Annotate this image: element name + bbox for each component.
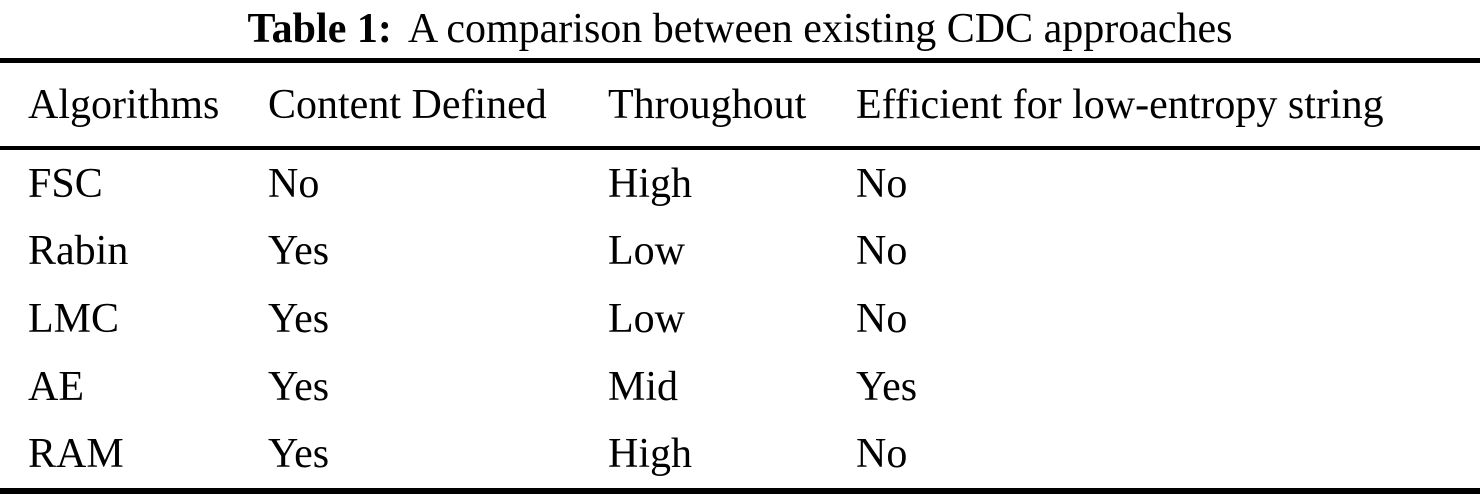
table-caption-text: A comparison between existing CDC approa… [407, 6, 1233, 52]
cell-throughout: Low [608, 228, 685, 275]
table-top-rule [0, 58, 1480, 63]
cell-algorithm: Rabin [28, 228, 129, 275]
column-header-content-defined: Content Defined [268, 81, 547, 128]
cell-algorithm: LMC [28, 295, 120, 342]
column-header-algorithms: Algorithms [28, 81, 220, 128]
cell-algorithm: RAM [28, 431, 124, 478]
cell-content-defined: Yes [268, 228, 330, 275]
cell-efficient-low-entropy: No [856, 295, 908, 342]
cell-content-defined: Yes [268, 431, 330, 478]
cell-efficient-low-entropy: No [856, 431, 908, 478]
cell-throughout: High [608, 431, 692, 478]
cell-throughout: High [608, 160, 692, 207]
table-caption: Table 1: A comparison between existing C… [0, 0, 1480, 58]
table-mid-rule [0, 146, 1480, 150]
cell-throughout: Mid [608, 363, 679, 410]
table-bottom-rule [0, 487, 1480, 494]
cell-efficient-low-entropy: No [856, 160, 908, 207]
cell-efficient-low-entropy: No [856, 228, 908, 275]
table-body: FSC No High No Rabin Yes Low No LMC Yes … [0, 150, 1480, 488]
cell-content-defined: No [268, 160, 320, 207]
cell-algorithm: FSC [28, 160, 103, 207]
column-header-efficient-low-entropy: Efficient for low-entropy string [856, 81, 1384, 128]
table-header-row: Algorithms Content Defined Throughout Ef… [0, 63, 1480, 146]
cell-throughout: Low [608, 295, 685, 342]
column-header-throughout: Throughout [608, 81, 807, 128]
table-caption-label: Table 1: [247, 6, 392, 52]
cell-content-defined: Yes [268, 363, 330, 410]
cell-efficient-low-entropy: Yes [856, 363, 918, 410]
cell-content-defined: Yes [268, 295, 330, 342]
cell-algorithm: AE [28, 363, 84, 410]
